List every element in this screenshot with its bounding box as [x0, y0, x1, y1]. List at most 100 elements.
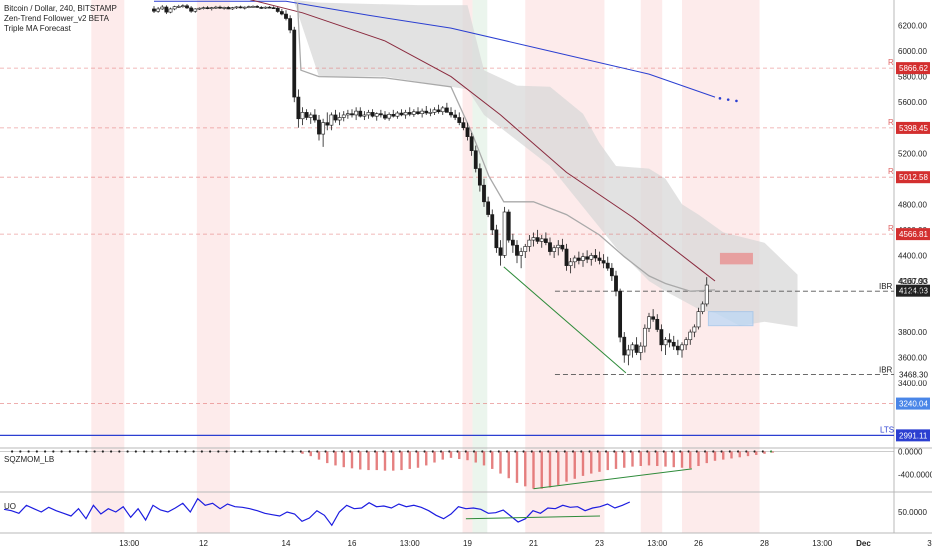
- candle: [688, 331, 693, 341]
- candle: [675, 345, 680, 351]
- ibr-tag: IBR: [879, 365, 893, 374]
- squeeze-bar: [474, 451, 477, 463]
- squeeze-dot: [85, 450, 88, 453]
- candle: [572, 257, 577, 263]
- level-price-tag: 5866.62: [899, 64, 928, 73]
- candle: [700, 303, 705, 312]
- squeeze-bar: [581, 451, 585, 476]
- lts-price-tag-bg: [896, 429, 930, 442]
- uo-divergence-line: [465, 515, 601, 520]
- candle: [498, 247, 503, 256]
- squeeze-dot: [275, 450, 278, 453]
- uo-line: [3, 497, 631, 527]
- price-divergence-line: [503, 266, 627, 374]
- candle: [486, 201, 491, 215]
- candle: [461, 122, 466, 129]
- candle: [209, 7, 214, 9]
- squeeze-dot: [27, 450, 30, 453]
- candle: [180, 5, 185, 8]
- uo-label[interactable]: UO: [4, 502, 16, 511]
- candle: [630, 344, 635, 351]
- squeeze-dot: [192, 450, 195, 453]
- candle: [614, 275, 618, 292]
- candle: [168, 8, 173, 13]
- candle: [362, 114, 367, 117]
- candle: [284, 13, 288, 19]
- candle: [317, 119, 321, 135]
- squeeze-dot: [250, 450, 253, 453]
- candle: [189, 7, 194, 12]
- candle: [325, 122, 330, 126]
- time-tick-label: 13:00: [400, 539, 421, 548]
- squeeze-label[interactable]: SQZMOM_LB: [4, 455, 55, 464]
- candle: [304, 112, 309, 118]
- candle: [457, 117, 462, 123]
- squeeze-bar: [375, 451, 378, 471]
- candle: [292, 29, 297, 98]
- candle: [267, 6, 272, 9]
- candle: [556, 244, 561, 249]
- squeeze-dot: [134, 450, 137, 453]
- candle: [634, 344, 639, 353]
- legend-symbol[interactable]: Bitcoin / Dollar, 240, BITSTAMP: [4, 4, 117, 13]
- candle: [568, 261, 573, 266]
- candle: [494, 229, 499, 249]
- squeeze-bar: [730, 451, 733, 459]
- squeeze-dot: [35, 450, 38, 453]
- level-price-tag-bg: [896, 171, 930, 184]
- candle: [440, 107, 445, 113]
- current-level-tag: 4124.03: [899, 287, 928, 296]
- time-tick-label: 23: [595, 539, 604, 548]
- candle: [399, 112, 404, 116]
- candle: [378, 113, 383, 116]
- candle: [387, 114, 392, 119]
- squeeze-dot: [68, 450, 71, 453]
- squeeze-bar: [466, 451, 469, 461]
- candle: [296, 96, 301, 120]
- squeeze-dot: [101, 450, 104, 453]
- squeeze-dot: [19, 450, 22, 453]
- squeeze-dot: [52, 450, 55, 453]
- price-tick-label: 4400.00: [898, 251, 927, 260]
- candle: [374, 113, 379, 117]
- squeeze-bar: [458, 451, 461, 460]
- level-price-tag: 3240.04: [899, 400, 928, 409]
- squeeze-bar: [565, 451, 568, 482]
- candle: [288, 18, 293, 31]
- session-band: [472, 0, 488, 533]
- level-price-tag-bg: [896, 62, 930, 75]
- candle: [560, 244, 565, 250]
- candle: [581, 256, 585, 261]
- squeeze-dot: [77, 450, 80, 453]
- squeeze-bar: [482, 451, 486, 466]
- candle: [527, 239, 532, 247]
- squeeze-dot: [110, 450, 113, 453]
- squeeze-bar: [755, 451, 758, 455]
- candle: [226, 7, 231, 10]
- candle: [506, 211, 511, 241]
- squeeze-bar: [639, 451, 642, 467]
- squeeze-divergence-line: [533, 468, 692, 490]
- candle: [411, 111, 416, 115]
- level-price-tag-bg: [896, 228, 930, 241]
- ibr-price-tag: 3468.30: [899, 370, 928, 379]
- candle: [680, 344, 684, 351]
- candle: [172, 6, 177, 10]
- squeeze-bar: [350, 451, 354, 469]
- level-price-tag-bg: [896, 397, 930, 410]
- candle: [218, 6, 222, 9]
- squeeze-bar: [367, 451, 370, 471]
- legend-indicator-ma[interactable]: Triple MA Forecast: [4, 24, 71, 33]
- time-tick-label: 13:00: [812, 539, 833, 548]
- candle: [201, 7, 206, 9]
- candle: [704, 284, 709, 305]
- squeeze-bar: [573, 451, 576, 479]
- level-price-tag: 4566.81: [899, 230, 928, 239]
- candle: [465, 127, 470, 137]
- candle: [552, 247, 557, 252]
- candle: [482, 184, 486, 203]
- candle: [696, 311, 701, 328]
- ma-forecast-dot: [718, 97, 722, 100]
- legend-indicator-zen[interactable]: Zen-Trend Follower_v2 BETA: [4, 14, 109, 23]
